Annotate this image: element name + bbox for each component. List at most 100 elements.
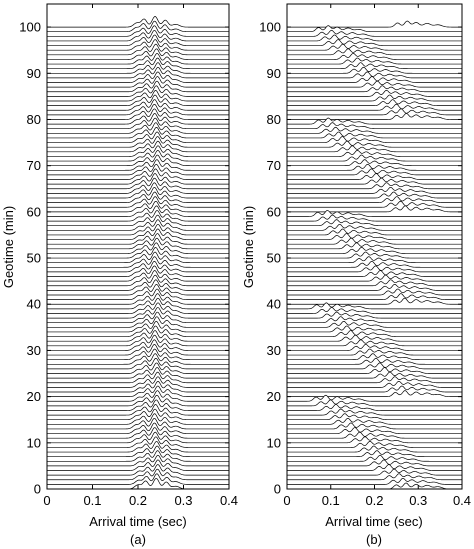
trace-line (47, 145, 229, 157)
trace-mask (47, 385, 229, 398)
trace-line (287, 39, 462, 46)
trace-mask (287, 390, 462, 398)
trace-mask (287, 94, 462, 102)
panel-b: 0 0.1 0.2 0.3 0.4 0 10 20 30 40 50 60 70 80 90 100 Arr… (241, 3, 471, 547)
trace-line (287, 48, 462, 56)
trace-line (287, 279, 462, 287)
trace-mask (47, 265, 229, 278)
trace-mask (287, 127, 462, 134)
trace-line (47, 113, 229, 125)
trace-line (47, 90, 229, 102)
trace-line (287, 20, 462, 28)
trace-mask (47, 219, 229, 231)
trace-mask (287, 478, 462, 485)
trace-line (47, 260, 229, 273)
panel-b-traces (287, 20, 462, 490)
trace-mask (47, 284, 229, 296)
trace-line (47, 205, 229, 217)
trace-mask (287, 362, 462, 370)
trace-line (287, 191, 462, 199)
trace-mask (47, 404, 229, 416)
panel-b-y-axis-label: Geotime (min) (241, 206, 256, 288)
trace-mask (47, 409, 229, 421)
trace-mask (47, 469, 229, 481)
trace-line (47, 450, 229, 462)
trace-mask (47, 67, 229, 79)
trace-line (47, 117, 229, 130)
trace-mask (287, 238, 462, 245)
trace-line (47, 233, 229, 245)
trace-line (47, 265, 229, 277)
trace-line (47, 219, 229, 231)
trace-mask (47, 136, 229, 148)
trace-line (47, 376, 229, 388)
trace-line (287, 464, 462, 471)
trace-line (47, 441, 229, 453)
trace-line (47, 422, 229, 434)
trace-mask (287, 85, 462, 93)
trace-line (287, 223, 462, 231)
trace-line (47, 325, 229, 337)
trace-line (47, 320, 229, 333)
trace-line (287, 145, 462, 153)
trace-line (287, 385, 462, 393)
trace-line (287, 390, 462, 397)
trace-line (47, 344, 229, 356)
trace-mask (287, 450, 462, 458)
trace-mask (287, 196, 462, 204)
trace-mask (287, 376, 462, 384)
trace-line (287, 233, 462, 240)
trace-line (287, 343, 462, 351)
trace-mask (287, 307, 462, 314)
trace-mask (47, 270, 229, 282)
trace-line (47, 186, 229, 199)
trace-mask (47, 85, 229, 97)
trace-line (287, 380, 462, 388)
trace-line (47, 330, 229, 342)
trace-line (47, 57, 229, 70)
trace-mask (47, 99, 229, 111)
trace-mask (287, 386, 462, 393)
trace-mask (287, 404, 462, 411)
trace-line (287, 150, 462, 157)
trace-line (47, 279, 229, 291)
trace-line (287, 404, 462, 411)
x-tick-label: 0.2 (365, 493, 383, 508)
trace-line (287, 140, 462, 148)
trace-mask (287, 284, 462, 291)
trace-line (287, 311, 462, 319)
trace-mask (287, 39, 462, 47)
trace-mask (287, 187, 462, 194)
trace-mask (47, 261, 229, 273)
trace-line (287, 177, 462, 185)
trace-mask (47, 62, 229, 74)
trace-line (287, 413, 462, 421)
trace-mask (47, 344, 229, 356)
trace-line (47, 293, 229, 305)
x-tick-label: 0.1 (322, 493, 340, 508)
trace-mask (47, 159, 229, 171)
trace-mask (287, 409, 462, 416)
trace-mask (47, 441, 229, 453)
trace-mask (47, 145, 229, 157)
trace-line (47, 223, 229, 236)
trace-mask (287, 464, 462, 472)
trace-mask (47, 224, 229, 236)
trace-line (287, 302, 462, 310)
trace-mask (287, 228, 462, 236)
panel-a: 0 0.1 0.2 0.3 0.4 0 10 20 30 40 50 60 70 80 90 100 Arr… (1, 3, 238, 547)
panel-a-traces (47, 16, 229, 490)
y-tick-label: 10 (267, 435, 281, 450)
trace-line (287, 367, 462, 374)
trace-line (47, 274, 229, 287)
trace-mask (287, 265, 462, 273)
trace-line (287, 214, 462, 222)
trace-line (47, 251, 229, 264)
trace-mask (287, 339, 462, 347)
trace-line (287, 408, 462, 416)
trace-mask (47, 104, 229, 116)
y-tick-label: 70 (27, 158, 41, 173)
trace-line (287, 297, 462, 305)
trace-mask (47, 256, 229, 268)
